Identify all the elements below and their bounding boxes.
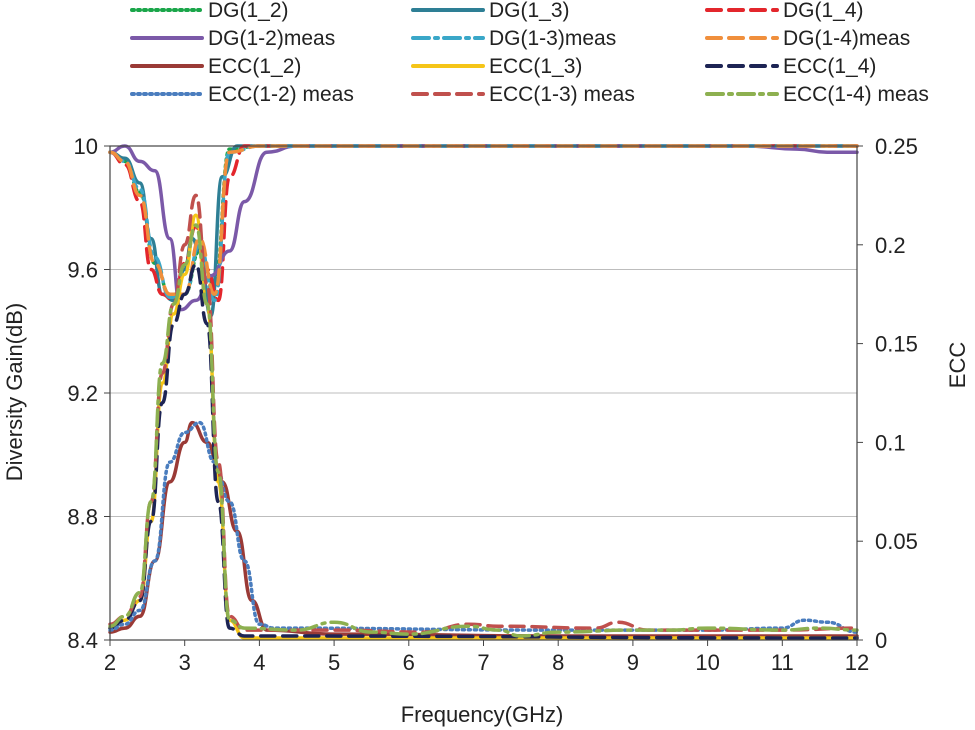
y-left-tick-label: 8.4 (67, 628, 98, 653)
x-tick-label: 6 (403, 650, 415, 675)
y-right-tick-label: 0.25 (875, 134, 918, 159)
legend-label: ECC(1_2) (208, 55, 301, 78)
x-tick-label: 9 (627, 650, 639, 675)
y-right-axis-label: ECC (945, 342, 970, 389)
legend: DG(1_2) DG(1_3) DG(1_4) DG(1-2)meas DG(1-3)m… (130, 0, 929, 106)
y-left-tick-label: 9.2 (67, 381, 98, 406)
x-tick-label: 2 (104, 650, 116, 675)
legend-label: ECC(1-2) meas (208, 83, 354, 106)
y-left-tick-label: 10 (74, 134, 98, 159)
y-right-tick-label: 0.15 (875, 332, 918, 357)
y-left-tick-label: 8.8 (67, 505, 98, 530)
legend-label: DG(1-2)meas (208, 27, 335, 50)
x-tick-label: 7 (477, 650, 489, 675)
y-right-tick-label: 0.1 (875, 430, 906, 455)
x-tick-label: 4 (253, 650, 265, 675)
y-right-tick-label: 0.05 (875, 529, 918, 554)
legend-label: ECC(1-4) meas (783, 83, 929, 106)
legend-label: DG(1-3)meas (489, 27, 616, 50)
x-axis-label: Frequency(GHz) (401, 702, 564, 727)
x-tick-label: 8 (552, 650, 564, 675)
legend-label: DG(1_3) (489, 0, 570, 22)
y-left-tick-label: 9.6 (67, 258, 98, 283)
y-right-tick-label: 0.2 (875, 233, 906, 258)
x-tick-label: 3 (179, 650, 191, 675)
legend-label: DG(1_4) (783, 0, 864, 22)
x-tick-label: 5 (328, 650, 340, 675)
y-left-axis-label: Diversity Gain(dB) (2, 303, 27, 481)
legend-label: ECC(1_4) (783, 55, 876, 78)
series-line (108, 420, 859, 634)
x-tick-label: 12 (845, 650, 869, 675)
legend-label: ECC(1-3) meas (489, 83, 635, 106)
legend-label: ECC(1_3) (489, 55, 582, 78)
x-tick-label: 10 (695, 650, 719, 675)
x-tick-label: 11 (771, 650, 794, 675)
x-axis-ticks: 2 3 4 5 6 7 8 9 10 11 12 (104, 640, 869, 675)
y-right-axis-ticks: 0 0.05 0.1 0.15 0.2 0.25 (857, 134, 918, 653)
y-left-axis-ticks: 8.4 8.8 9.2 9.6 10 (67, 134, 110, 653)
series-lines (108, 144, 859, 640)
series-line (108, 262, 859, 640)
series-line (108, 223, 859, 638)
legend-label: DG(1_2) (208, 0, 289, 22)
y-right-tick-label: 0 (875, 628, 887, 653)
legend-label: DG(1-4)meas (783, 27, 910, 50)
